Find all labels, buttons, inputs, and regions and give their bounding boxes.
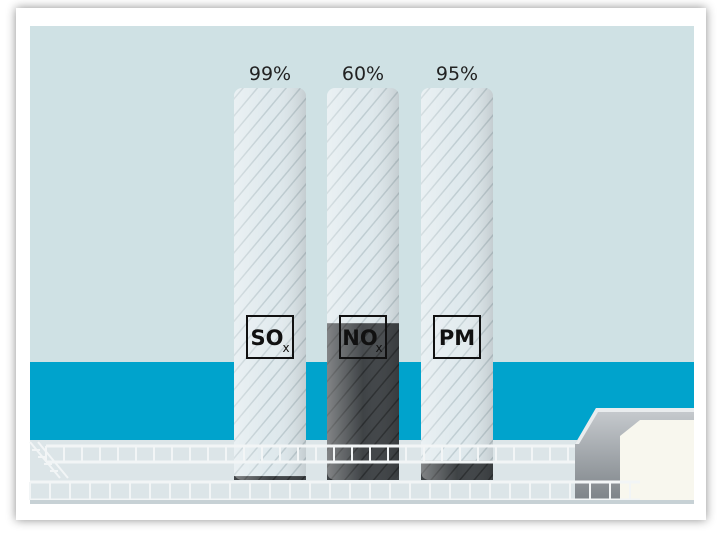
data-label-pm: 95%: [436, 63, 478, 85]
category-label-no-text: NO: [342, 326, 377, 350]
deck-railings: [29, 444, 694, 504]
ship-bridge: [575, 408, 694, 500]
category-label-so: SO x: [246, 315, 294, 359]
deck-edge: [30, 500, 694, 504]
category-label-no: NO x: [339, 315, 387, 359]
chimney-shade-no: [327, 88, 399, 480]
data-label-no: 60%: [342, 63, 384, 85]
chimney-shade-so: [234, 88, 306, 480]
category-label-pm-text: PM: [439, 326, 475, 350]
upper-railing: [45, 444, 575, 464]
category-label-so-subscript: x: [282, 341, 289, 355]
chimney-shade-pm: [421, 88, 493, 480]
category-label-so-text: SO: [251, 326, 284, 350]
category-label-no-subscript: x: [375, 341, 382, 355]
category-label-pm: PM: [433, 315, 481, 359]
data-label-so: 99%: [249, 63, 291, 85]
chimney-bars: [234, 88, 493, 480]
